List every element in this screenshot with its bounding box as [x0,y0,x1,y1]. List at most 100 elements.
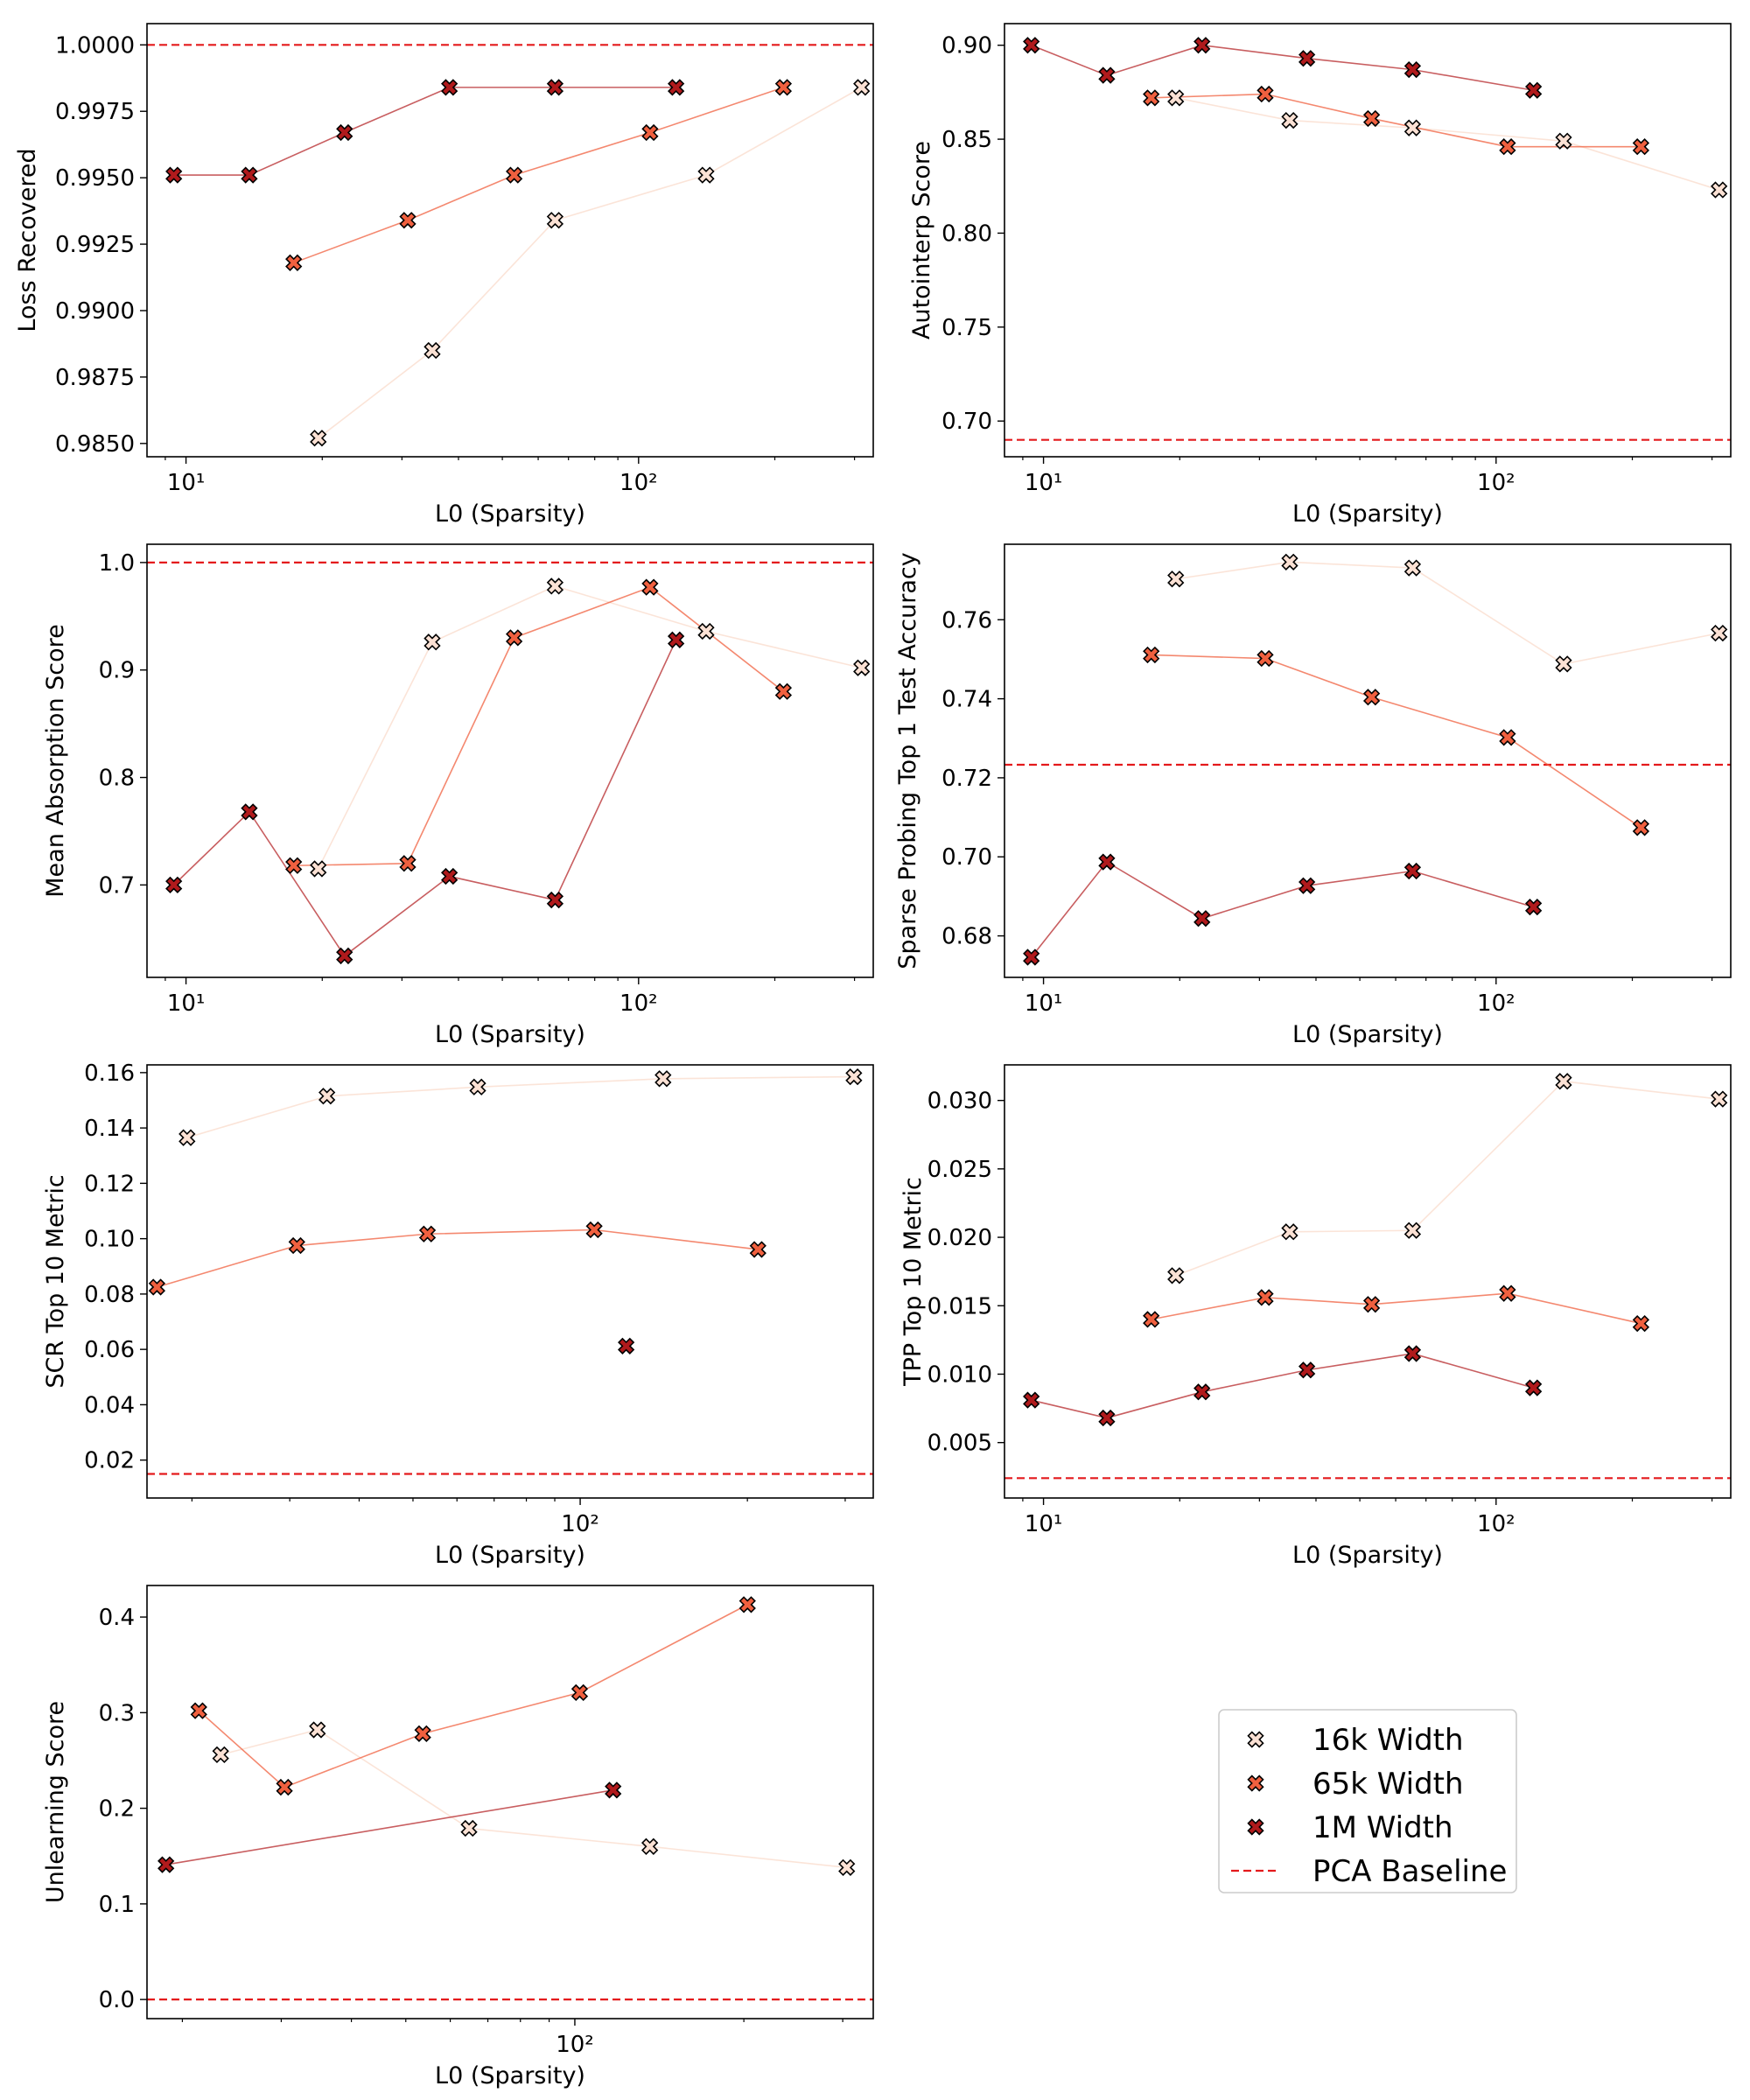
y-tick-label: 0.85 [942,127,992,153]
y-tick-label: 0.0 [99,1987,135,2013]
y-tick-label: 0.16 [84,1060,135,1087]
data-point-s1m [158,1856,175,1873]
x-tick-label: 10² [1477,470,1516,496]
data-point-s1m [1194,1383,1211,1401]
data-point-s16k [1167,89,1185,107]
data-point-s1m [1524,898,1543,916]
data-point-s1m [1298,50,1316,67]
data-point-s1m [1404,862,1422,880]
y-axis-label: Loss Recovered [14,148,41,332]
data-point-s16k [212,1746,229,1764]
data-point-s1m [546,891,564,909]
data-point-s1m [1023,37,1040,54]
unlearning-panel: 10² 0.0 0.1 0.2 0.3 0.4 L0 (Sparsity) Unlearnin… [42,1585,874,2090]
y-tick-label: 0.030 [928,1088,992,1115]
data-point-s16k [1404,1222,1422,1239]
data-point-s1m [165,876,183,894]
plot-frame [146,1585,874,2020]
y-axis-label: Mean Absorption Score [42,624,69,898]
y-tick-label: 0.04 [84,1392,135,1418]
x-tick-label: 10¹ [1025,990,1063,1017]
y-tick-label: 0.76 [942,607,992,634]
data-point-s1m [667,79,685,96]
y-tick-label: 0.015 [928,1293,992,1320]
x-axis-label: L0 (Sparsity) [435,1021,585,1048]
data-point-s65k [1632,138,1650,156]
y-axis-label: SCR Top 10 Metric [42,1174,69,1388]
y-tick-label: 0.9975 [55,99,135,125]
x-tick-label: 10² [561,1511,599,1537]
data-point-s65k [1362,109,1381,128]
data-point-s65k [774,79,793,96]
data-point-s65k [641,578,659,596]
series-line-s1m [173,87,676,176]
data-point-s65k [288,1236,305,1255]
data-point-s16k [318,1088,336,1105]
y-axis-label: Unlearning Score [42,1701,69,1903]
data-point-s65k [414,1725,431,1743]
data-point-s65k [641,123,659,142]
data-point-s1m [617,1337,635,1354]
data-point-s16k [1711,624,1728,642]
plot-frame [1004,543,1732,978]
x-axis-label: L0 (Sparsity) [1292,500,1443,528]
y-tick-label: 0.4 [99,1605,135,1631]
y-tick-label: 0.025 [928,1157,992,1183]
data-point-s65k [418,1225,437,1242]
data-point-s16k [1555,1073,1572,1090]
y-tick-label: 0.75 [942,315,992,341]
data-point-s1m [165,166,183,184]
legend-label: PCA Baseline [1312,1854,1507,1889]
data-point-s16k [178,1129,196,1146]
data-point-s16k [1167,570,1185,588]
data-point-s16k [1281,111,1298,130]
data-point-s16k [1281,553,1298,570]
y-tick-label: 0.3 [99,1700,135,1726]
data-point-s65k [1143,646,1160,664]
data-point-s1m [1524,1379,1543,1396]
y-tick-label: 0.90 [942,33,992,60]
y-tick-label: 0.9850 [55,431,135,458]
data-point-s65k [774,682,793,700]
data-point-s1m [546,79,564,96]
x-axis-label: L0 (Sparsity) [435,1542,585,1569]
data-point-s65k [399,212,416,229]
data-point-s16k [853,79,871,96]
data-point-s1m [1298,877,1316,894]
data-point-s65k [1632,1314,1650,1333]
data-point-s16k [310,430,327,447]
plot-frame [146,23,874,458]
y-axis-label: Sparse Probing Top 1 Test Accuracy [894,552,921,969]
data-point-s16k [845,1068,863,1086]
y-tick-label: 0.12 [84,1171,135,1197]
y-tick-label: 0.9950 [55,165,135,192]
data-point-s16k [1711,181,1728,199]
data-point-s16k [1555,655,1572,673]
series-line-s1m [173,639,677,957]
y-axis-label: TPP Top 10 Metric [900,1177,927,1387]
data-point-s16k [1404,119,1422,136]
y-tick-label: 0.9875 [55,365,135,391]
y-tick-label: 0.2 [99,1796,135,1823]
data-point-s1m [241,803,258,821]
data-point-s65k [505,166,523,184]
plot-area [1004,544,1731,977]
plot-area [1004,24,1731,457]
data-point-s65k [1143,89,1160,107]
data-point-s16k [310,860,327,878]
data-point-s65k [1256,85,1274,103]
loss-recovered-panel: 10¹ 10² 0.9850 0.9875 0.9900 0.9925 0.9950 0.99… [14,23,874,528]
data-point-s1m [1524,81,1543,99]
x-axis-label: L0 (Sparsity) [435,2062,585,2090]
data-point-s1m [1098,853,1116,871]
legend-swatch-s16k [1247,1731,1264,1748]
data-point-s16k [641,1838,659,1855]
data-point-s16k [1404,559,1422,577]
data-point-s1m [1023,948,1040,966]
data-point-s1m [1194,37,1211,54]
legend-label: 1M Width [1312,1810,1453,1845]
data-point-s1m [1194,910,1211,928]
x-tick-label: 10² [1477,990,1516,1017]
data-point-s1m [1404,60,1422,79]
data-point-s16k [546,212,564,229]
